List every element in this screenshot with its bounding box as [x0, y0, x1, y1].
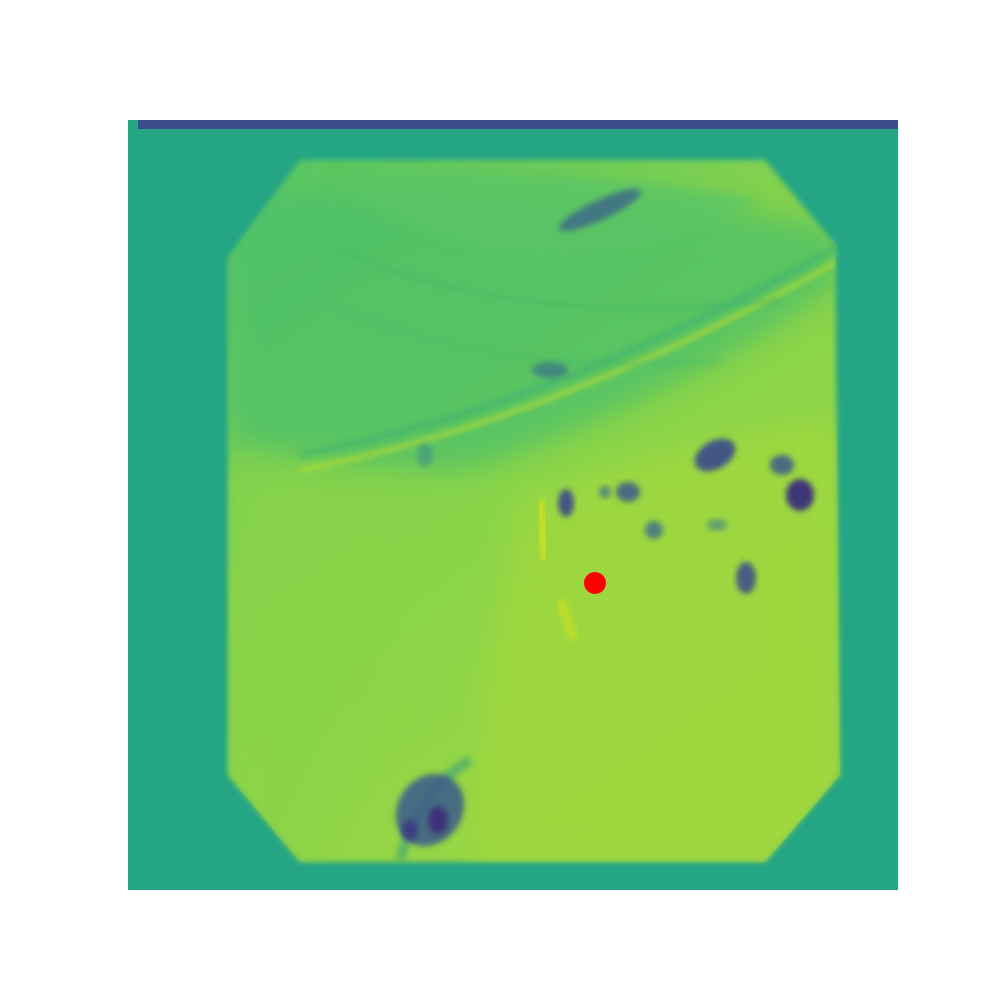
top-strip: [138, 120, 898, 129]
marker-dot: [584, 572, 606, 594]
lesion-spots: [395, 188, 814, 847]
tissue-region: [228, 160, 840, 862]
